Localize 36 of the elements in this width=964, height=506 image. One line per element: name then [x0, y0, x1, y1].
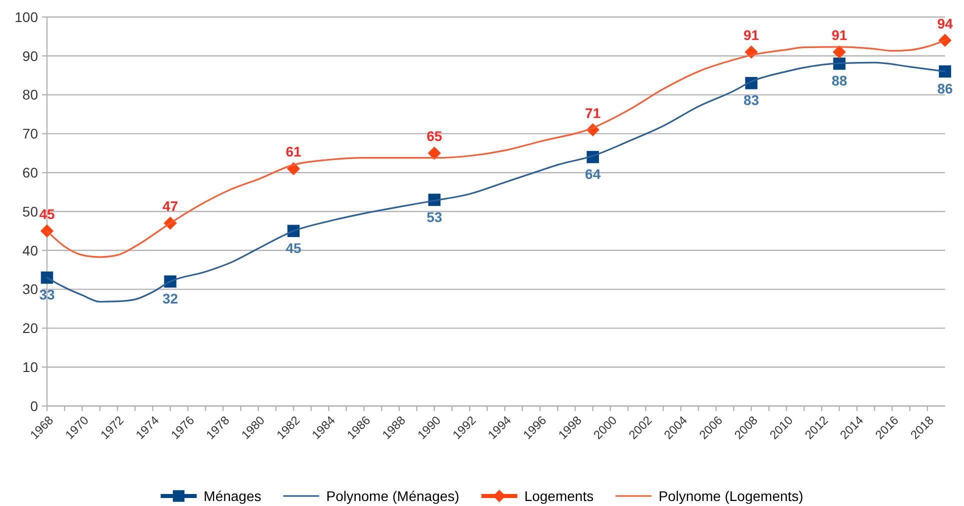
data-label: 45	[39, 206, 55, 222]
y-tick-label: 30	[22, 281, 38, 298]
data-label: 91	[744, 27, 760, 44]
data-label: 88	[832, 72, 848, 89]
point	[832, 45, 846, 59]
data-label: 53	[426, 208, 442, 225]
y-tick-label: 0	[30, 398, 38, 414]
y-tick-label: 90	[22, 48, 38, 64]
data-label: 61	[286, 144, 302, 160]
y-tick-label: 80	[22, 86, 38, 103]
data-label: 45	[286, 240, 302, 256]
data-label: 64	[585, 166, 601, 182]
data-label: 65	[426, 128, 442, 144]
y-tick-label: 70	[22, 126, 38, 142]
y-tick-label: 100	[14, 8, 38, 25]
data-label: 86	[937, 80, 953, 96]
point	[40, 224, 54, 238]
y-tick-label: 50	[22, 203, 38, 220]
legend-label: Polynome (Ménages)	[326, 488, 460, 504]
point	[938, 65, 952, 78]
data-label: 47	[162, 198, 178, 214]
y-tick-label: 20	[22, 320, 38, 336]
y-tick-label: 60	[22, 164, 38, 180]
legend-label: Ménages	[204, 488, 262, 504]
point	[428, 146, 441, 160]
data-label: 91	[832, 27, 848, 44]
y-tick-label: 40	[22, 242, 38, 258]
data-label: 32	[162, 290, 178, 307]
data-label: 71	[585, 104, 601, 121]
y-tick-label: 10	[22, 359, 38, 375]
legend-label: Polynome (Logements)	[658, 488, 804, 504]
data-label: 83	[744, 92, 760, 108]
data-label: 94	[937, 15, 953, 32]
data-label: 33	[39, 286, 55, 303]
legend-label: Logements	[524, 488, 594, 504]
point	[40, 272, 54, 284]
